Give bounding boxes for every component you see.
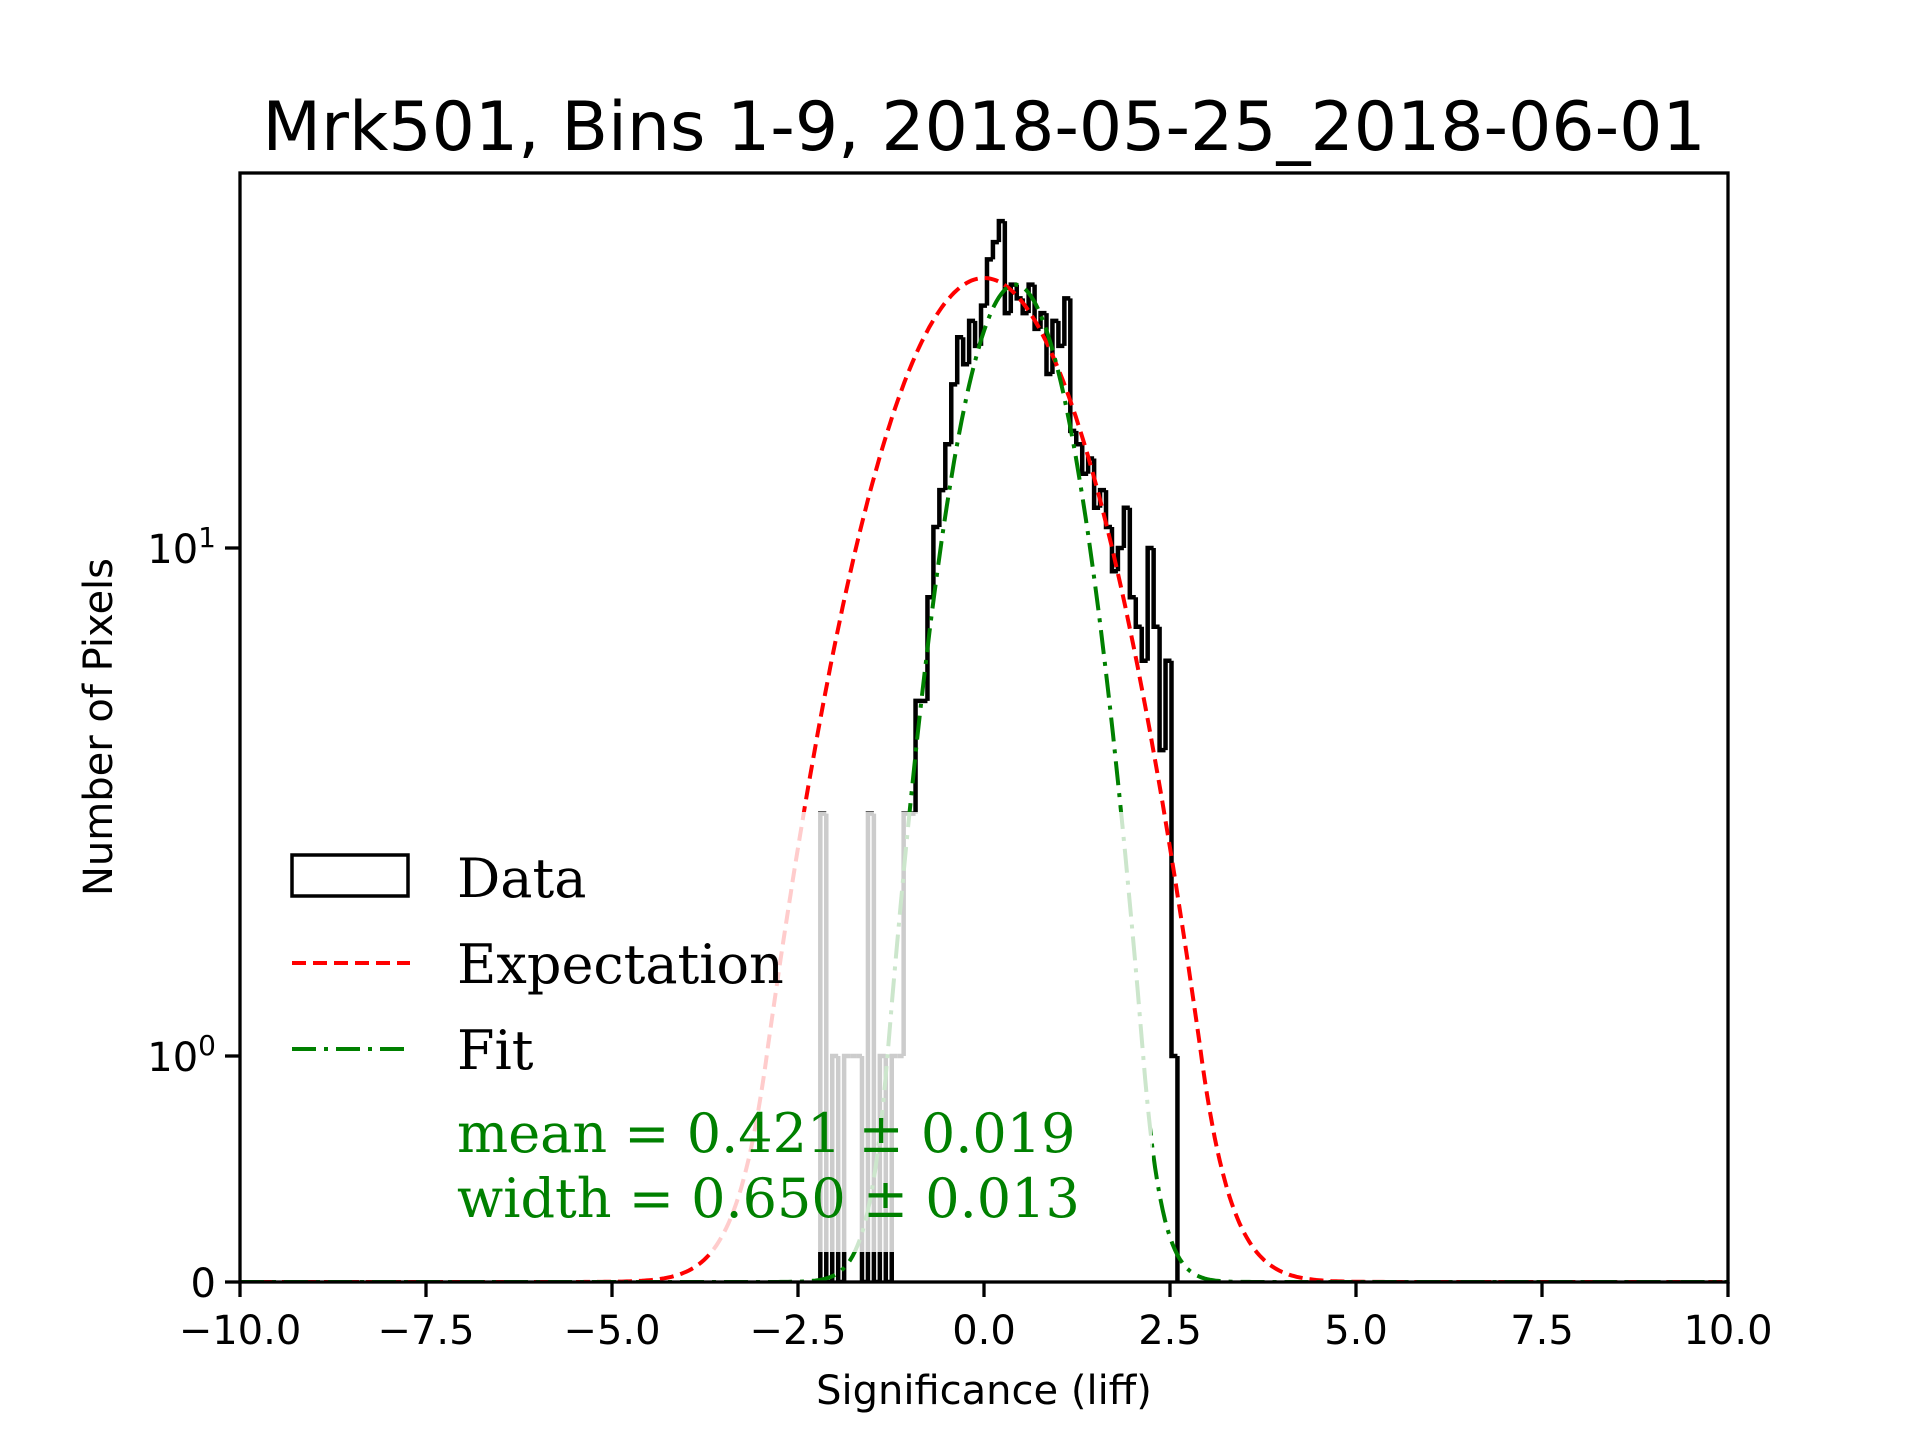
histogram-bin (949, 382, 958, 445)
x-tick-label: 7.5 (1510, 1308, 1574, 1354)
x-tick-label: 0.0 (952, 1308, 1016, 1354)
x-tick-label: 2.5 (1138, 1308, 1202, 1354)
x-tick-label: 5.0 (1324, 1308, 1388, 1354)
y-tick-label-exponent: 1 (198, 521, 216, 554)
histogram-bin (1169, 660, 1178, 1059)
legend-data-swatch (290, 853, 410, 898)
histogram-bin (937, 487, 946, 527)
y-tick-label-base: 0 (191, 1261, 216, 1307)
x-tick-label: −7.5 (377, 1308, 474, 1354)
histogram-bin (990, 239, 999, 260)
histogram-bin (931, 524, 940, 598)
y-tick-label-base: 10 (147, 527, 198, 573)
histogram-bin (1151, 548, 1160, 629)
histogram-bin (1115, 545, 1124, 572)
x-tick-label: 10.0 (1683, 1308, 1772, 1354)
histogram-bin (913, 698, 922, 814)
chart-title: Mrk501, Bins 1-9, 2018-05-25_2018-06-01 (262, 88, 1705, 167)
histogram-bin (1068, 298, 1077, 434)
histogram-bin (1163, 658, 1172, 751)
histogram-bin (996, 218, 1005, 243)
legend-label-fit: Fit (457, 1019, 534, 1082)
x-tick-label: −2.5 (749, 1308, 846, 1354)
histogram-bin (1127, 507, 1136, 600)
histogram-bin (1002, 221, 1011, 316)
fit-curve (240, 282, 1728, 1282)
legend-label-data: Data (457, 847, 586, 910)
y-axis-label: Number of Pixels (76, 558, 122, 896)
legend-frame (272, 812, 1152, 1252)
y-tick-label: 101 (147, 521, 216, 573)
histogram-bin (1133, 597, 1142, 629)
histogram-bin (1079, 444, 1089, 477)
legend: Data Expectation Fit mean = 0.421 ± 0.01… (290, 847, 1080, 1230)
fit-width-annotation: width = 0.650 ± 0.013 (457, 1167, 1080, 1230)
histogram-bin (984, 257, 993, 306)
histogram-bin (1062, 296, 1071, 346)
y-tick-label: 0 (191, 1261, 216, 1307)
legend-label-expectation: Expectation (457, 933, 784, 996)
histogram-bin (1074, 430, 1083, 447)
x-tick-label: −5.0 (563, 1308, 660, 1354)
y-tick-label-base: 10 (147, 1035, 198, 1081)
x-tick-label: −10.0 (179, 1308, 302, 1354)
fit-mean-annotation: mean = 0.421 ± 0.019 (457, 1102, 1075, 1165)
histogram-bin (943, 442, 952, 491)
y-tick-label: 100 (147, 1029, 216, 1081)
x-axis-label: Significance (liff) (816, 1368, 1152, 1414)
x-axis: −10.0 −7.5 −5.0 −2.5 0.0 2.5 5.0 7.5 10.0 (179, 1282, 1773, 1354)
y-tick-label-exponent: 0 (198, 1029, 216, 1062)
histogram-bin (1157, 626, 1166, 753)
